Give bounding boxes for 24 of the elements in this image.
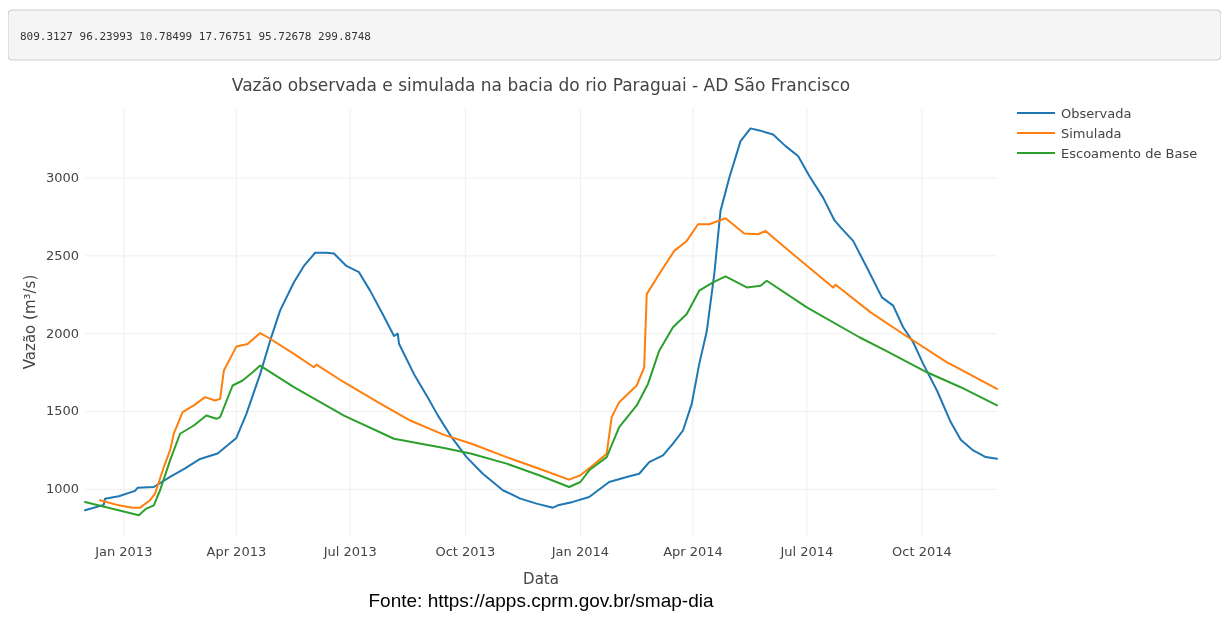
line-series [84,127,998,512]
legend-label: Simulada [1061,126,1122,141]
line-series [99,217,998,509]
y-tick-label: 3000 [45,170,79,186]
y-tick-label: 2500 [45,247,79,263]
y-tick-label: 1000 [45,481,79,497]
x-tick-label: Apr 2013 [206,544,267,559]
x-tick-label: Oct 2014 [892,544,952,559]
source-note: Fonte: https://apps.cprm.gov.br/smap-dia [368,590,714,611]
chart-title: Vazão observada e simulada na bacia do rio Paraguai - AD São Francisco [231,75,851,95]
x-tick-label: Jul 2013 [322,544,377,559]
line-series [84,275,998,517]
y-tick-label: 1500 [45,403,79,419]
x-tick-label: Jan 2013 [94,544,153,559]
x-tick-label: Jan 2014 [550,544,610,559]
y-tick-label: 2000 [45,325,79,341]
x-axis-title: Data [523,570,559,588]
legend-label: Escoamento de Base [1061,146,1198,161]
legend-label: Observada [1061,106,1132,121]
x-tick-label: Apr 2014 [663,544,723,559]
x-tick-label: Oct 2013 [435,544,496,559]
text: 809.3127 96.23993 10.78499 17.76751 95.72678 299.8748 [20,30,371,43]
x-tick-label: Jul 2014 [779,544,834,559]
y-axis-title: Vazão (m³/s) [21,274,39,370]
